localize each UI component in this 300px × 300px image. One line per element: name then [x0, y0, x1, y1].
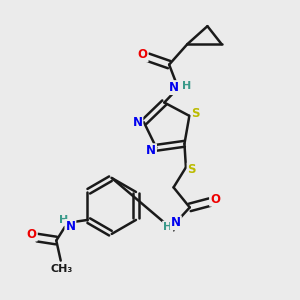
Text: S: S	[192, 107, 200, 120]
Text: O: O	[138, 48, 148, 62]
Text: N: N	[65, 220, 75, 233]
Text: S: S	[188, 163, 196, 176]
Text: O: O	[210, 193, 220, 206]
Text: CH₃: CH₃	[50, 264, 72, 274]
Text: N: N	[146, 144, 156, 157]
Text: H: H	[59, 215, 69, 225]
Text: H: H	[163, 222, 172, 232]
Text: O: O	[27, 228, 37, 241]
Text: N: N	[171, 216, 181, 229]
Text: H: H	[182, 81, 191, 92]
Text: N: N	[132, 116, 142, 129]
Text: N: N	[169, 81, 178, 94]
